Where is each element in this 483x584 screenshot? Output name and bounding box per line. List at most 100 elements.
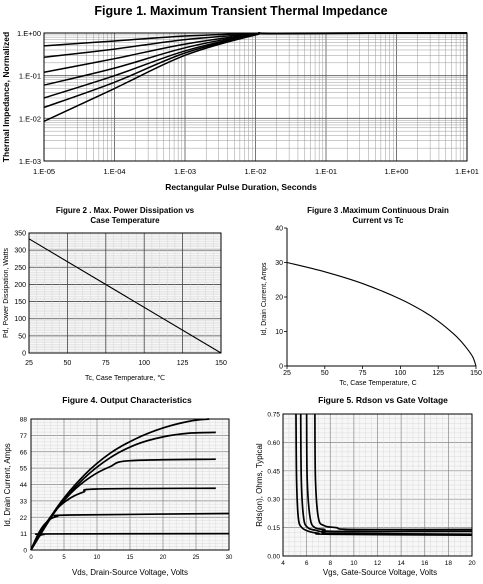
y-tick-label: 150 [14, 299, 26, 306]
y-tick-label: 0 [22, 351, 26, 358]
y-axis-label: Id, Drain Current, Amps [3, 443, 12, 527]
x-tick-label: 75 [102, 360, 110, 367]
x-tick-label: 20 [160, 555, 167, 561]
y-tick-label: 50 [18, 333, 26, 340]
plot-frame [28, 232, 222, 354]
x-tick-label: 10 [350, 560, 358, 567]
x-tick-label: 25 [283, 370, 291, 377]
figure-1: Figure 1. Maximum Transient Thermal Impe… [1, 4, 479, 192]
x-tick-label: 16 [421, 560, 429, 567]
y-tick-label: 44 [20, 482, 28, 489]
x-tick-label: 18 [445, 560, 453, 567]
y-axis-label: Rds(on), Ohms, Typical [255, 443, 264, 527]
figure-5-title: Figure 5. Rdson vs Gate Voltage [318, 395, 448, 405]
figure-5: Figure 5. Rdson vs Gate Voltage 4 6 8 10 12 14… [255, 395, 476, 577]
y-tick-label: 1.E-02 [19, 114, 41, 123]
y-tick-label: 0.15 [267, 525, 280, 532]
x-tick-label: 1.E+00 [385, 167, 409, 176]
plot-frame [282, 413, 473, 557]
y-tick-label: 0.75 [267, 412, 280, 419]
y-tick-label: 77 [20, 433, 28, 440]
figure-2-subtitle: Case Temperature [90, 216, 160, 225]
y-tick-label: 0 [23, 548, 27, 555]
x-tick-label: 6 [305, 560, 309, 567]
series-line [314, 413, 473, 531]
x-tick-label: 1.E-02 [244, 167, 266, 176]
figure-1-title: Figure 1. Maximum Transient Thermal Impe… [94, 4, 387, 18]
x-axis-label: Vds, Drain-Source Voltage, Volts [72, 568, 188, 577]
x-tick-label: 50 [321, 370, 329, 377]
y-tick-label: 0 [279, 364, 283, 371]
y-tick-label: 66 [20, 449, 28, 456]
y-tick-label: 1.E+00 [17, 29, 41, 38]
y-axis-label: Pd, Power Dissipation, Watts [3, 248, 10, 338]
series-line [28, 238, 222, 354]
y-tick-label: 30 [275, 260, 283, 267]
x-tick-label: 12 [374, 560, 382, 567]
x-axis-label: Tc, Case Temperature, C [339, 380, 416, 387]
y-tick-label: 33 [20, 498, 28, 505]
y-tick-label: 0.30 [267, 497, 280, 504]
x-tick-label: 1.E-03 [174, 167, 196, 176]
figure-2: Figure 2 . Max. Power Dissipation vsCase… [3, 206, 227, 382]
y-tick-label: 1.E-01 [19, 72, 41, 81]
x-tick-label: 150 [215, 360, 227, 367]
series-line [30, 512, 230, 551]
figure-3: Figure 3 .Maximum Continuous DrainCurren… [261, 206, 482, 387]
x-tick-label: 20 [468, 560, 476, 567]
series-line [295, 413, 473, 537]
x-axis-label: Rectangular Pulse Duration, Seconds [165, 182, 317, 192]
x-tick-label: 30 [226, 555, 233, 561]
x-tick-label: 1.E+01 [455, 167, 479, 176]
y-tick-label: 88 [20, 417, 28, 424]
series-line [305, 413, 473, 533]
x-axis-label: Vgs, Gate-Source Voltage, Volts [323, 568, 437, 577]
x-tick-label: 1.E-04 [103, 167, 125, 176]
x-tick-label: 25 [25, 360, 33, 367]
figure-3-title: Figure 3 .Maximum Continuous Drain [307, 206, 449, 215]
y-axis-label: Id, Drain Current, Amps [261, 262, 268, 336]
x-tick-label: 100 [138, 360, 150, 367]
y-tick-label: 0.45 [267, 468, 280, 475]
x-tick-label: 0 [29, 555, 33, 561]
x-tick-label: 125 [177, 360, 189, 367]
x-tick-label: 100 [395, 370, 407, 377]
y-tick-label: 300 [14, 248, 26, 255]
y-tick-label: 250 [14, 265, 26, 272]
y-tick-label: 100 [14, 316, 26, 323]
x-tick-label: 75 [359, 370, 367, 377]
x-tick-label: 4 [281, 560, 285, 567]
x-tick-label: 5 [62, 555, 66, 561]
figure-4-title: Figure 4. Output Characteristics [62, 395, 192, 405]
y-tick-label: 10 [275, 329, 283, 336]
figure-2-title: Figure 2 . Max. Power Dissipation vs [56, 206, 195, 215]
series-line [43, 32, 468, 47]
series-line [286, 261, 477, 367]
y-tick-label: 22 [20, 515, 28, 522]
x-tick-label: 15 [127, 555, 134, 561]
figure-3-subtitle: Current vs Tc [353, 216, 405, 225]
series-line [30, 431, 216, 551]
series-line [30, 418, 210, 551]
x-tick-label: 1.E-01 [315, 167, 337, 176]
y-tick-label: 55 [20, 466, 28, 473]
x-tick-label: 1.E-05 [33, 167, 55, 176]
y-axis-label: Thermal Impedance, Normalized [1, 32, 11, 162]
y-tick-label: 350 [14, 231, 26, 238]
x-tick-label: 50 [64, 360, 72, 367]
x-tick-label: 150 [470, 370, 482, 377]
x-tick-label: 10 [94, 555, 101, 561]
y-tick-label: 0.00 [267, 554, 280, 561]
y-tick-label: 11 [20, 531, 27, 538]
y-tick-label: 1.E-03 [19, 157, 41, 166]
y-tick-label: 20 [275, 295, 283, 302]
x-axis-label: Tc, Case Temperature, ℃ [85, 375, 165, 382]
y-tick-label: 200 [14, 282, 26, 289]
y-tick-label: 0.60 [267, 440, 280, 447]
x-tick-label: 25 [193, 555, 200, 561]
series-line [299, 413, 473, 536]
plot-frame [30, 418, 230, 551]
x-tick-label: 125 [432, 370, 444, 377]
x-tick-label: 14 [398, 560, 406, 567]
